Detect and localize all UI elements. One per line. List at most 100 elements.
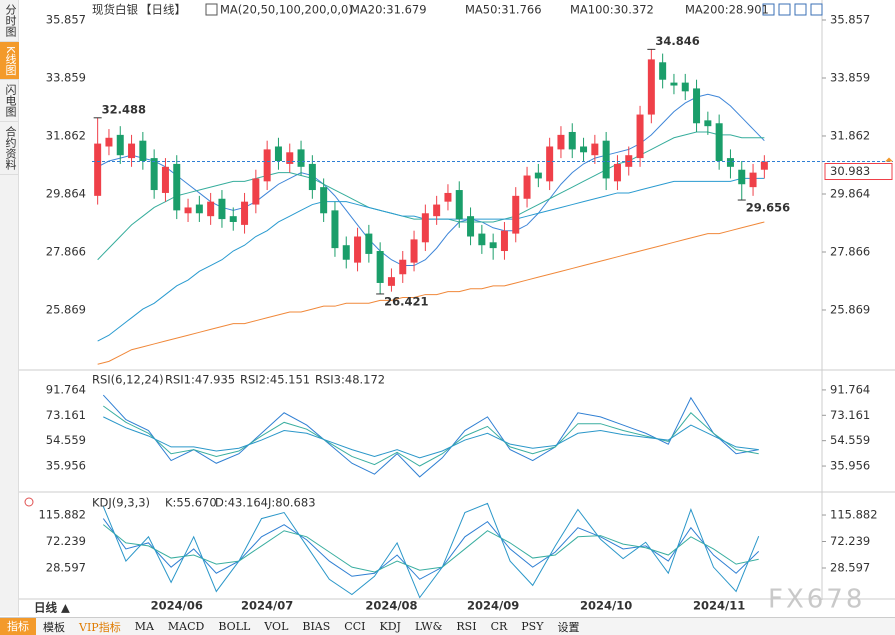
candle-body [546,146,554,182]
toolbar-item[interactable]: CCI [344,620,366,633]
candle-body [580,146,588,153]
toolbar-item[interactable]: PSY [521,620,544,633]
watermark: FX678 [768,585,865,615]
toolbar-item[interactable]: LW& [414,620,443,633]
candle-body [670,82,678,86]
candle-body [365,233,373,254]
toolbar-item[interactable]: RSI [456,620,477,633]
sidebar-tab[interactable]: K线图 [0,42,20,81]
panel-title: RSI(6,12,24) [92,373,164,387]
candle-body [331,210,339,249]
last-price-arrow [885,157,893,162]
toolbar-item[interactable]: 模板 [43,620,65,634]
candle-body [399,259,407,275]
y-tick-label: 29.864 [830,186,870,200]
toolbar-item[interactable]: 指标 [0,618,36,635]
legend-entry: K:55.670 [165,496,217,510]
last-price-box [824,163,893,181]
indicator-line [102,524,759,573]
candle-body [263,149,271,182]
candle-body [726,158,734,167]
y-tick-label: 25.869 [830,302,870,316]
toolbar-item[interactable]: VIP指标 [79,620,121,634]
toolbar-item[interactable]: BOLL [218,620,251,633]
y-tick-label: 73.161 [830,408,870,422]
candle-body [195,204,203,214]
toolbar-item[interactable]: 设置 [557,620,580,634]
sidebar-tab[interactable]: 闪电图 [0,80,20,123]
candle-body [421,213,429,243]
low-annotation: 26.421 [384,294,428,308]
toolbar-item[interactable]: MA [134,620,154,633]
legend-entry: RSI3:48.172 [315,373,385,387]
y-tick-label: 54.559 [46,433,86,447]
high-annotation: 34.846 [655,34,699,48]
x-tick-label: 2024/06 [151,599,203,613]
sidebar: 分时图 K线图 闪电图 合约资料 [0,0,20,616]
candle-body [557,134,565,150]
y-tick-label: 91.764 [830,382,870,396]
settings-icon[interactable] [24,497,34,507]
y-tick-label: 35.956 [830,459,870,473]
toolbar-icons[interactable] [762,3,823,16]
candle-body [455,190,463,220]
candle-body [500,230,508,252]
candle-body [659,62,667,80]
y-tick-label: 115.882 [38,508,86,522]
sidebar-tab[interactable]: 合约资料 [0,122,20,176]
candle-body [150,158,158,191]
background [19,0,895,616]
candle-body [173,163,181,211]
toolbar-item[interactable]: MACD [167,620,205,633]
legend-entry: MA200:28.901 [685,3,769,17]
y-tick-label: 33.859 [46,70,86,84]
indicator-line [102,394,759,478]
toolbar-item[interactable]: KDJ [379,620,401,633]
candle-body [376,251,384,283]
panel-subtitle: 【日线】 [140,3,186,17]
ma-line [97,93,765,267]
toolbar-item[interactable]: VOL [264,620,289,633]
period-selector: 日线 ▲ [34,601,70,615]
candle-body [241,201,249,225]
ma-line [97,177,765,342]
high-annotation: 32.488 [102,102,146,116]
candle-body [229,216,237,222]
candle-body [354,236,362,263]
candle-body [568,131,576,150]
y-tick-label: 35.956 [46,459,86,473]
candle-body [128,143,136,159]
legend-entry: RSI1:47.935 [165,373,235,387]
candle-body [410,239,418,263]
y-tick-label: 54.559 [830,433,870,447]
candle-body [523,175,531,199]
indicator-line [102,502,760,599]
y-tick-label: 25.869 [46,302,86,316]
candle-body [681,82,689,92]
candle-body [534,172,542,179]
sidebar-tab[interactable]: 分时图 [0,0,20,42]
legend-entry: J:80.683 [267,496,316,510]
toolbar-item[interactable]: CR [490,620,508,633]
candle-body [738,169,746,185]
y-tick-label: 27.866 [46,245,86,259]
y-tick-label: 35.857 [830,12,870,26]
candle-body [308,163,316,191]
candle-body [161,166,169,193]
indicator-icon[interactable] [205,3,218,16]
candle-body [274,146,282,162]
legend-entry: MA100:30.372 [570,3,654,17]
candle-body [184,207,192,214]
low-annotation: 29.656 [746,201,790,215]
y-tick-label: 31.862 [46,128,86,142]
candle-body [749,172,757,188]
candle-body [286,152,294,164]
last-price-label: 30.983 [830,164,870,178]
indicator-line [103,405,759,467]
toolbar-item[interactable]: BIAS [302,620,331,633]
y-tick-label: 72.239 [46,534,86,548]
candle-body [636,114,644,159]
y-tick-label: 115.882 [830,508,878,522]
candle-body [342,245,350,260]
